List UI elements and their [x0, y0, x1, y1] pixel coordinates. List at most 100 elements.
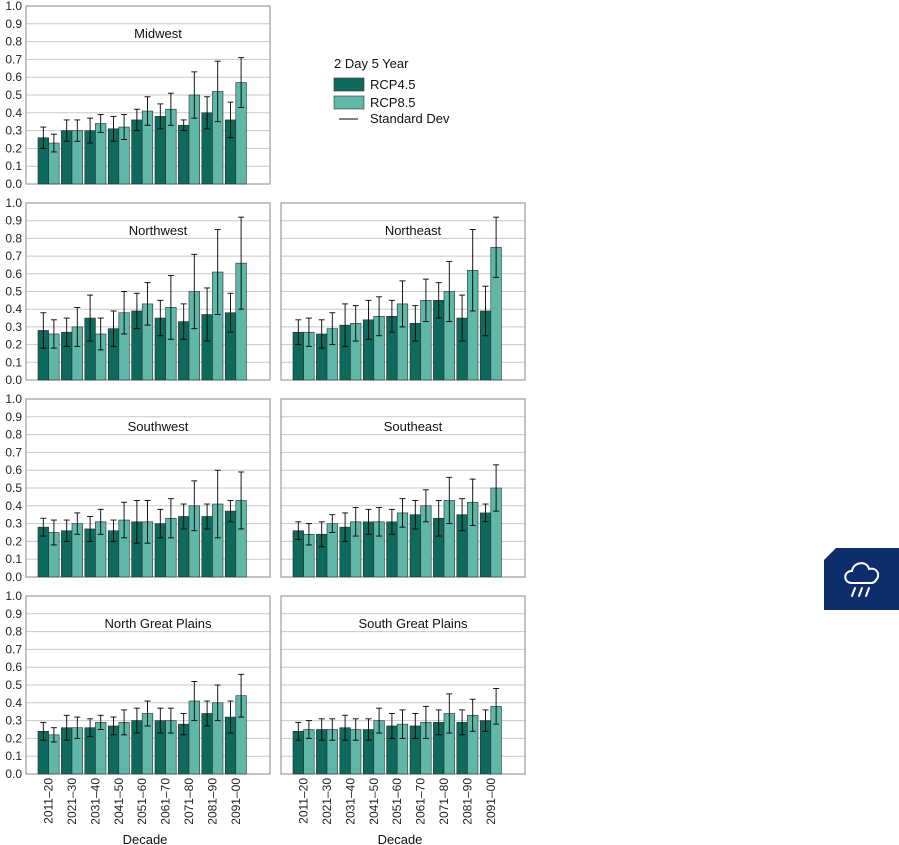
panel-title: Northeast: [385, 223, 442, 238]
y-tick-label: 1.0: [5, 589, 22, 603]
error-bar: [365, 299, 372, 340]
y-tick-label: 0.3: [5, 124, 22, 138]
error-bar: [40, 517, 47, 537]
error-bar: [144, 700, 151, 727]
y-tick-label: 0.1: [5, 159, 22, 173]
error-bar: [493, 688, 500, 725]
y-tick-label: 0.0: [5, 177, 22, 191]
error-bar: [295, 319, 302, 346]
error-bar: [63, 317, 70, 347]
error-bar: [446, 476, 453, 525]
y-tick-label: 0.8: [5, 35, 22, 49]
y-tick-label: 0.4: [5, 696, 22, 710]
error-bar: [214, 469, 221, 539]
error-bar: [191, 480, 198, 532]
legend-swatch-rcp45: [333, 77, 365, 92]
error-bar: [469, 229, 476, 312]
error-bar: [214, 229, 221, 315]
y-tick-label: 0.0: [5, 570, 22, 584]
y-tick-label: 0.3: [5, 517, 22, 531]
y-tick-label: 0.7: [5, 249, 22, 263]
error-bar: [63, 519, 70, 542]
error-bar: [63, 714, 70, 741]
y-tick-label: 0.9: [5, 410, 22, 424]
rain-cloud-badge: [824, 548, 899, 610]
error-bar: [482, 503, 489, 523]
panel-title: South Great Plains: [358, 616, 468, 631]
error-bar: [180, 503, 187, 530]
error-bar: [144, 96, 151, 126]
error-bar: [74, 306, 81, 347]
error-bar: [238, 216, 245, 310]
error-bar: [133, 292, 140, 330]
legend-label-rcp85: RCP8.5: [370, 95, 416, 110]
y-tick-label: 0.6: [5, 463, 22, 477]
legend-swatch-rcp85: [333, 95, 365, 110]
panel-title: Southeast: [384, 419, 443, 434]
x-tick-label: 2081–90: [460, 778, 474, 825]
x-tick-label: 2071–80: [437, 778, 451, 825]
y-tick-label: 0.3: [5, 320, 22, 334]
error-bar: [238, 57, 245, 108]
error-bar: [469, 478, 476, 526]
panel-title: Midwest: [134, 26, 182, 41]
x-tick-label: 2021–30: [320, 778, 334, 825]
y-tick-label: 0.1: [5, 749, 22, 763]
y-tick-label: 0.0: [5, 767, 22, 781]
error-bar: [295, 521, 302, 541]
error-bar: [422, 489, 429, 523]
y-tick-label: 0.5: [5, 678, 22, 692]
error-bar: [482, 709, 489, 732]
y-tick-label: 0.5: [5, 88, 22, 102]
error-bar: [121, 291, 128, 335]
error-bar: [204, 287, 211, 342]
y-tick-label: 0.7: [5, 445, 22, 459]
y-tick-label: 0.4: [5, 499, 22, 513]
error-bar: [214, 684, 221, 722]
x-tick-label: 2051–60: [135, 778, 149, 825]
x-tick-label: 2061–70: [414, 778, 428, 825]
x-tick-label: 2021–30: [65, 778, 79, 825]
error-bar: [167, 707, 174, 734]
y-tick-label: 1.0: [5, 196, 22, 210]
error-bar: [40, 721, 47, 741]
error-bar: [469, 698, 476, 732]
error-bar: [204, 503, 211, 530]
panel-south-great-plains: South Great Plains 2011–20 2021–30 2031–40 2…: [280, 595, 526, 845]
error-bar: [87, 516, 94, 542]
error-bar: [318, 319, 325, 349]
chart-panels: 0.0 0.1 0.2 0.3 0.4 0.5 0.6 0.7 0.8 0.9 1.0 Midwest…: [5, 0, 526, 845]
error-bar: [50, 727, 57, 743]
error-bar: [40, 126, 47, 149]
x-tick-label: 2041–50: [367, 778, 381, 825]
legend-title: 2 Day 5 Year: [334, 56, 409, 71]
x-tick-label: 2011–20: [297, 778, 311, 824]
error-bar: [342, 512, 349, 542]
y-tick-label: 0.6: [5, 70, 22, 84]
panel-title: Southwest: [128, 419, 189, 434]
error-bar: [376, 707, 383, 734]
error-bar: [133, 500, 140, 544]
error-bar: [352, 507, 359, 537]
error-bar: [318, 718, 325, 741]
error-bar: [459, 709, 466, 736]
x-tick-label: 2091–00: [484, 778, 498, 825]
error-bar: [399, 280, 406, 328]
error-bar: [493, 464, 500, 512]
x-axis-title: Decade: [378, 832, 423, 845]
y-tick-label: 1.0: [5, 0, 22, 13]
x-tick-label: 2081–90: [205, 778, 219, 825]
x-tick-label: 2011–20: [42, 778, 56, 824]
x-tick-label: 2061–70: [159, 778, 173, 825]
error-bar: [180, 713, 187, 736]
error-bar: [121, 114, 128, 140]
error-bar: [399, 709, 406, 739]
y-tick-label: 0.9: [5, 607, 22, 621]
error-bar: [329, 312, 336, 346]
error-bar: [110, 115, 117, 142]
error-bar: [388, 713, 395, 739]
error-bar: [50, 133, 57, 153]
y-tick-label: 0.8: [5, 231, 22, 245]
y-tick-label: 0.8: [5, 428, 22, 442]
